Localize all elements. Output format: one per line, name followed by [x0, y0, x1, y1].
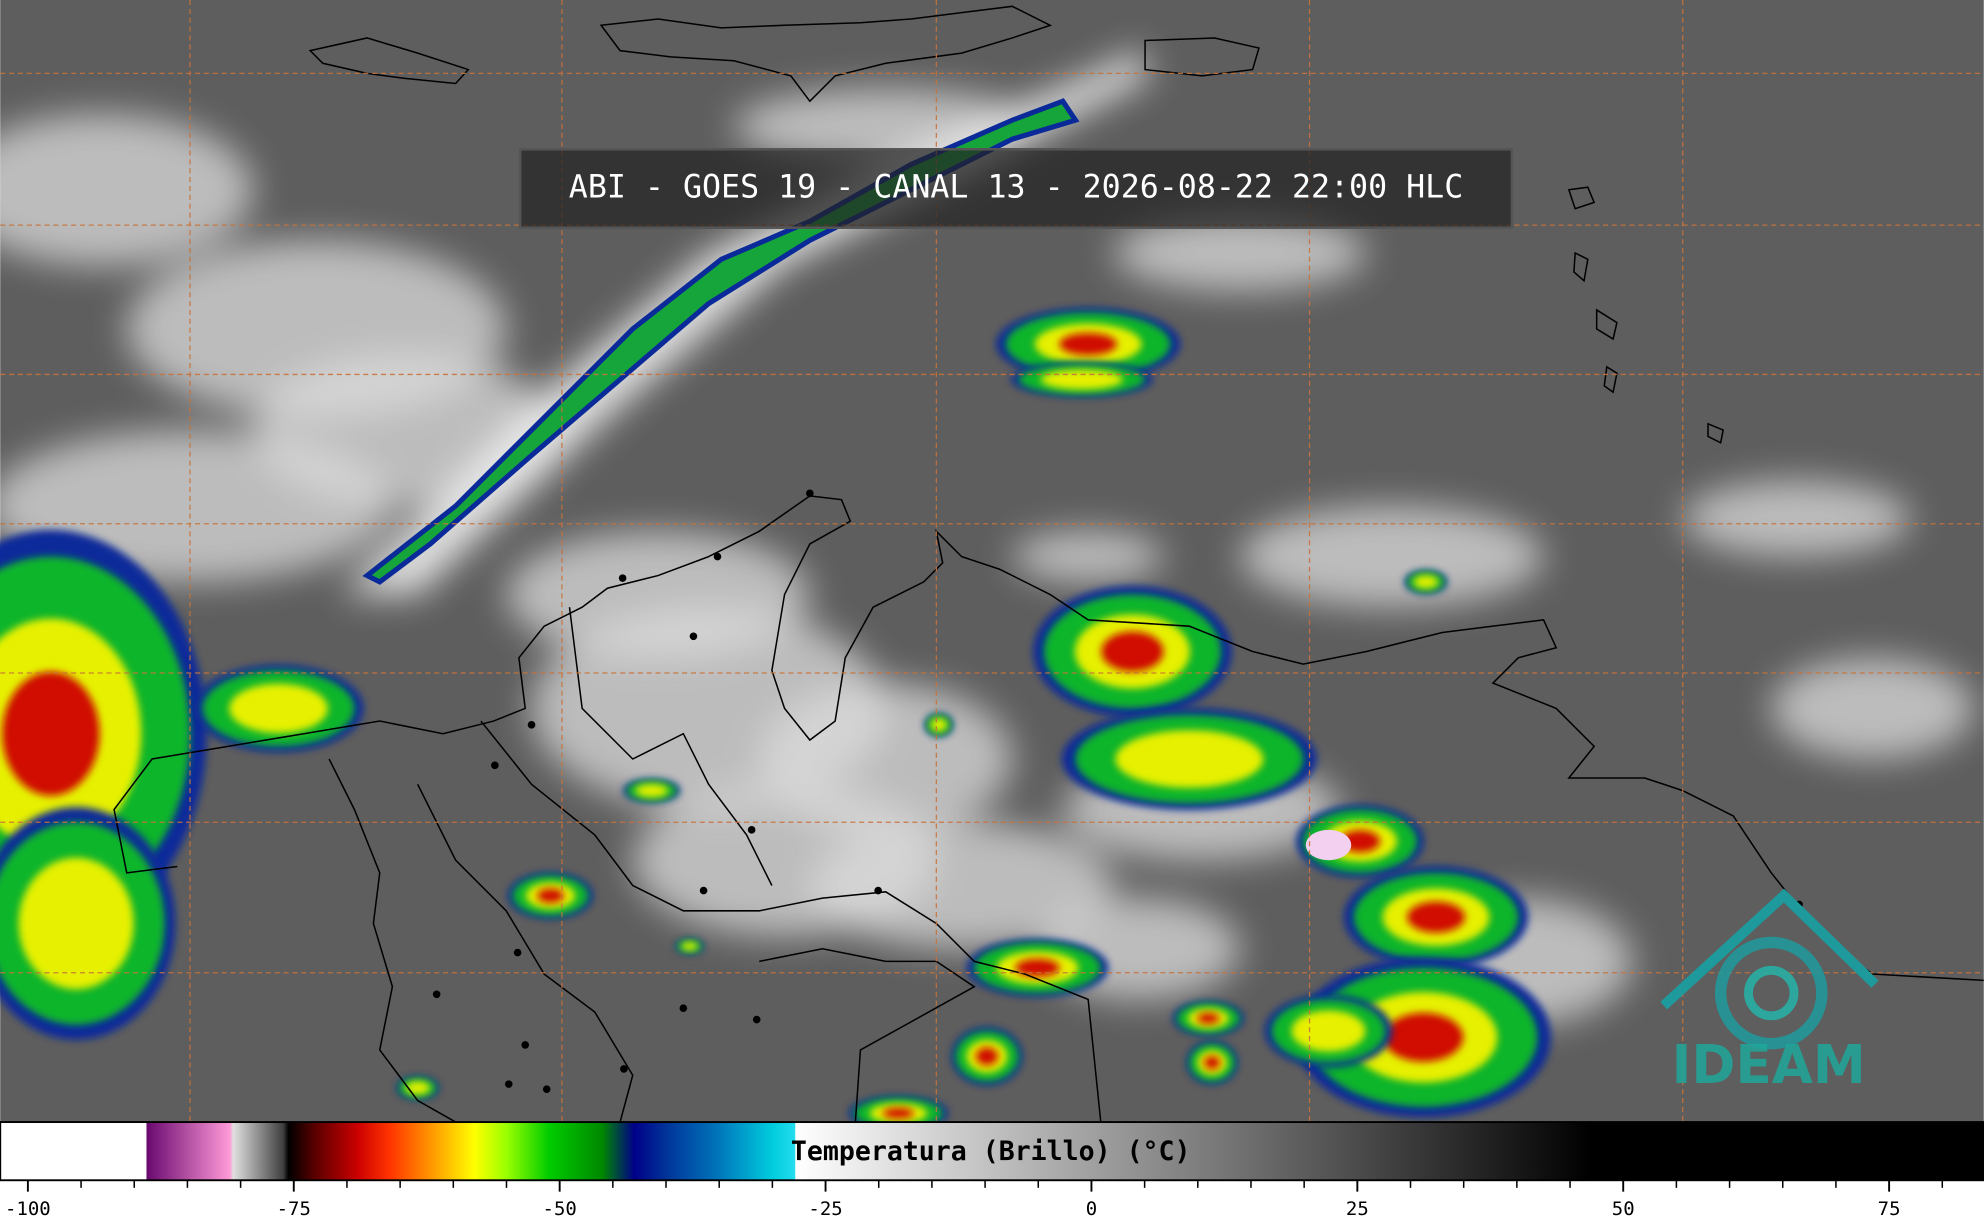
logo-swirl — [1714, 936, 1828, 1050]
tick-label: -100 — [5, 1198, 51, 1220]
tick-label: -50 — [543, 1198, 577, 1220]
city — [504, 1080, 513, 1088]
city — [713, 552, 722, 561]
city — [874, 886, 882, 895]
title-box — [518, 148, 1514, 229]
cloud-colder — [635, 784, 669, 798]
colorbar-label: Temperatura (Brillo) (°C) — [791, 1136, 1191, 1167]
cloud — [1682, 480, 1911, 557]
cloud-coldest — [2, 671, 100, 796]
city — [679, 1004, 688, 1013]
cloud — [1239, 506, 1544, 608]
colorbar-scale — [0, 1121, 1984, 1182]
cloud-coldest — [882, 1107, 914, 1119]
tick-label: 25 — [1346, 1198, 1369, 1220]
cloud — [1771, 657, 1974, 760]
cloud-coldest — [1407, 901, 1465, 933]
city — [432, 990, 441, 999]
cloud-coldest — [1204, 1055, 1221, 1070]
colorbar-ticks: -100 -75 -50 -25 0 25 50 75 — [5, 1180, 1944, 1220]
cloud-coldest — [975, 1047, 999, 1066]
cloud-coldest — [1197, 1013, 1220, 1024]
cloud-coldest — [537, 888, 564, 903]
cloud-colder — [1115, 730, 1264, 788]
coastlines — [113, 5, 1984, 1123]
cloud-coldest — [1383, 1012, 1464, 1062]
convective-cells — [0, 98, 1551, 1131]
tick-label: -25 — [808, 1198, 842, 1220]
cloud — [1012, 531, 1165, 582]
cloud-colder — [1040, 369, 1123, 390]
cloud-coldest — [1059, 333, 1117, 356]
logo: IDEAM — [1660, 888, 1879, 1096]
city — [689, 632, 698, 641]
logo-roof — [1660, 888, 1879, 1010]
city — [521, 1041, 530, 1049]
city — [806, 489, 814, 498]
cloud-colder — [681, 942, 698, 951]
tick-label: -75 — [277, 1198, 311, 1220]
cloud-overshoot — [1305, 829, 1352, 861]
city — [527, 721, 536, 729]
colorbar: Temperatura (Brillo) (°C) -100 -75 -50 -25 0… — [0, 1121, 1984, 1222]
city — [752, 1015, 761, 1024]
city — [491, 761, 499, 770]
city — [618, 574, 627, 582]
logo-text: IDEAM — [1672, 1034, 1866, 1096]
cloud — [1113, 215, 1367, 291]
tick-label: 0 — [1086, 1198, 1097, 1220]
cloud-colder — [930, 718, 948, 732]
tick-label: 75 — [1878, 1198, 1901, 1220]
cloud-colder — [1413, 575, 1439, 589]
cloud-coldest — [1101, 631, 1164, 672]
map-imagery: ABI - GOES 19 - CANAL 13 - 2026-08-22 22… — [0, 0, 1984, 1131]
city — [513, 948, 522, 957]
cloud-colder — [18, 857, 134, 990]
title: ABI - GOES 19 - CANAL 13 - 2026-08-22 22… — [569, 169, 1463, 205]
frontal-band-cold — [362, 98, 1080, 585]
tick-label: 50 — [1612, 1198, 1635, 1220]
cloud-colder — [1291, 1010, 1366, 1052]
city — [747, 826, 756, 834]
city — [542, 1085, 551, 1093]
city — [620, 1065, 628, 1073]
cities — [432, 489, 1803, 1093]
logo-swirl-inner — [1744, 965, 1799, 1021]
cloud-colder — [229, 683, 328, 734]
city — [699, 886, 708, 895]
cloud — [809, 822, 1114, 949]
frontal-band — [341, 50, 1152, 595]
